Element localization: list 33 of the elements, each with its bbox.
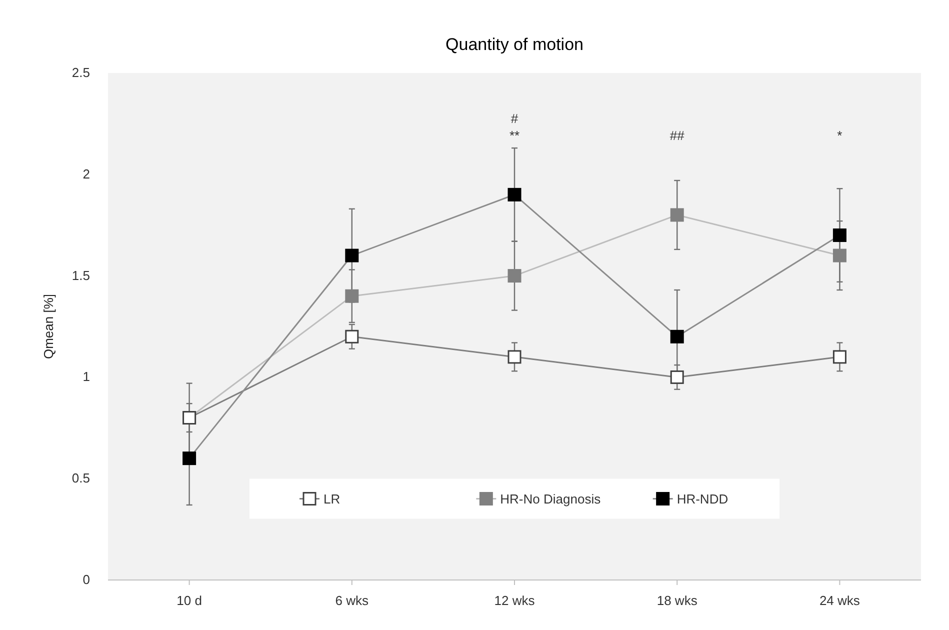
legend-label: HR-No Diagnosis — [500, 492, 602, 507]
y-tick-label: 0 — [82, 572, 90, 587]
annotation: ## — [670, 128, 686, 143]
x-tick-label: 6 wks — [335, 593, 370, 608]
y-axis-title: Qmean [%] — [41, 294, 56, 360]
y-tick-label: 1.5 — [72, 268, 90, 283]
point — [182, 452, 196, 466]
point — [670, 208, 684, 222]
point — [670, 330, 684, 344]
point — [508, 188, 522, 202]
x-tick-label: 18 wks — [656, 593, 698, 608]
y-tick-label: 1 — [82, 369, 90, 384]
y-tick-label: 2 — [82, 166, 90, 182]
y-tick-label: 0.5 — [72, 470, 90, 486]
y-tick-label: 2.5 — [72, 65, 90, 80]
x-tick-label: 24 wks — [819, 593, 860, 608]
point — [508, 350, 522, 364]
point — [345, 330, 359, 344]
annotation: # — [510, 111, 519, 126]
x-tick-label: 10 d — [176, 593, 202, 608]
point — [832, 228, 846, 242]
legend-label: LR — [324, 492, 340, 507]
point — [670, 370, 684, 384]
point — [345, 289, 359, 303]
chart-title: Quantity of motion — [446, 35, 584, 54]
x-tick-label: 12 wks — [494, 593, 536, 608]
point — [832, 350, 846, 364]
annotation: ** — [509, 128, 520, 143]
legend-label: HR-NDD — [676, 492, 728, 507]
annotation: * — [837, 128, 842, 143]
point — [345, 248, 359, 262]
point — [832, 248, 846, 262]
point — [508, 269, 522, 283]
